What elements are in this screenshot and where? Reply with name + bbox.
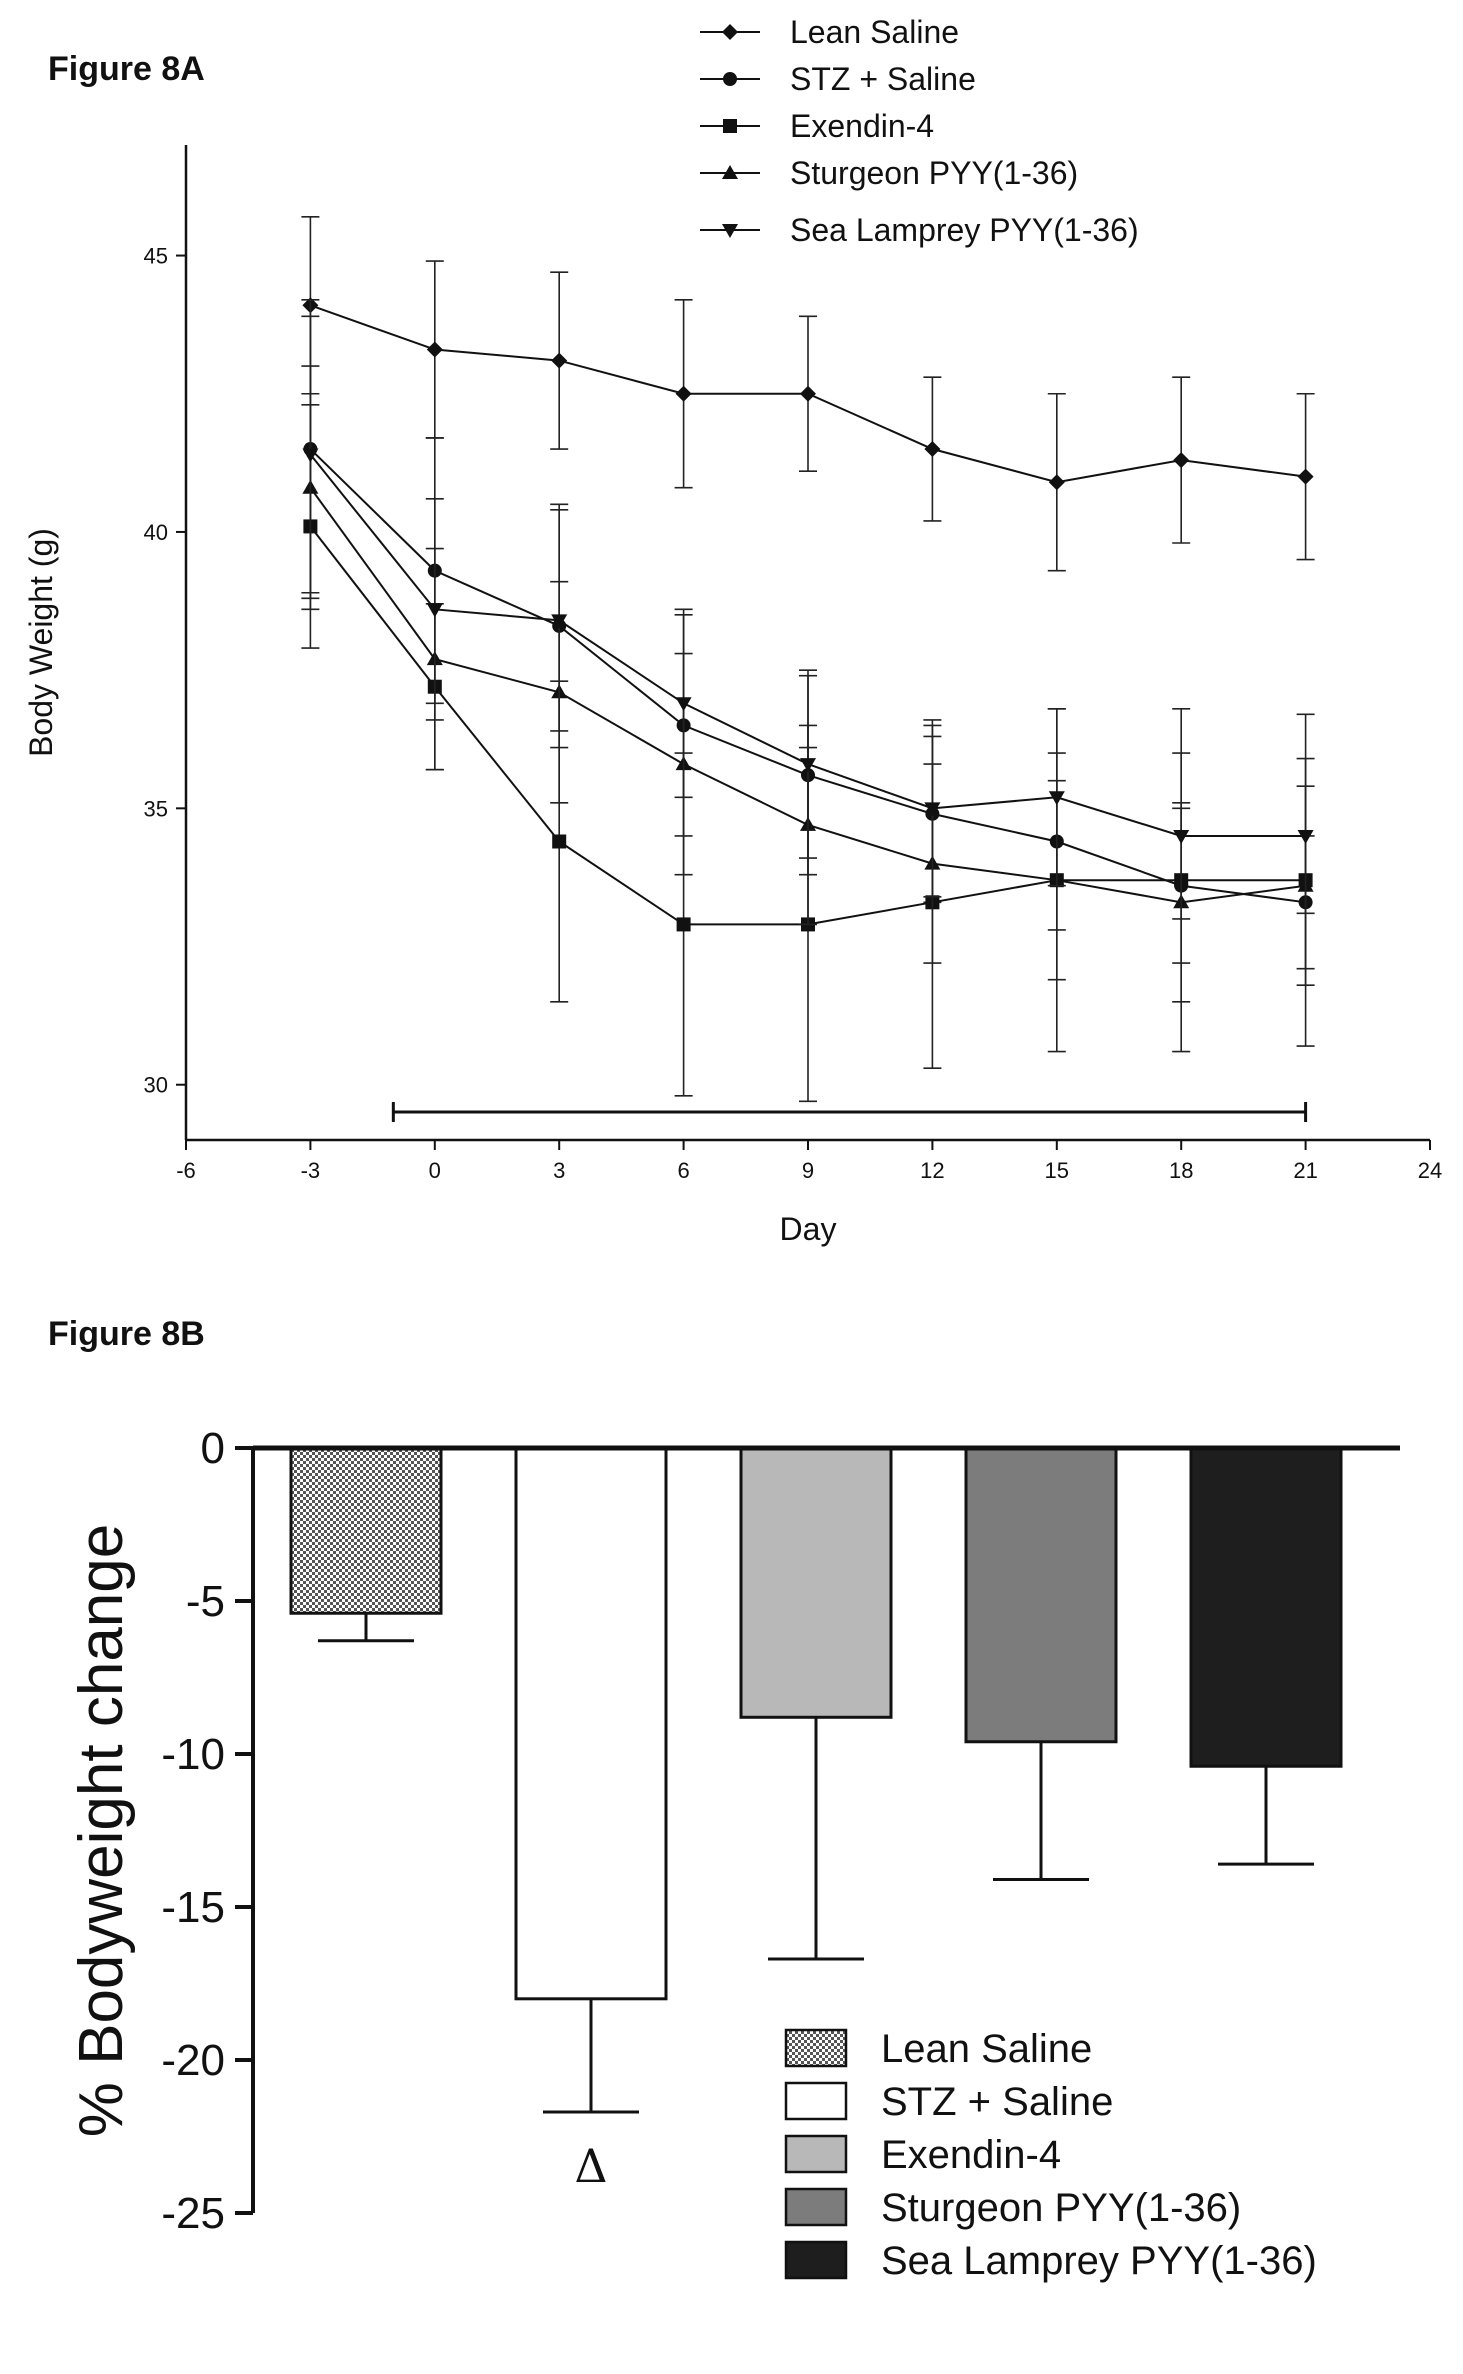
legend-entry-stz-saline: STZ + Saline xyxy=(784,2080,1113,2124)
legend-label-lean-saline: Lean Saline xyxy=(881,2027,1092,2071)
legend-label-stz-saline: STZ + Saline xyxy=(790,61,976,97)
data-point-sea-lamprey-pyy-1-36 xyxy=(1048,791,1065,806)
figure-8b-label: Figure 8B xyxy=(48,1315,205,1353)
x-tick-label: 18 xyxy=(1169,1158,1193,1183)
y-tick-label: 45 xyxy=(144,244,168,269)
data-point-sea-lamprey-pyy-1-36 xyxy=(800,758,816,773)
y-tick-label: 30 xyxy=(144,1073,168,1098)
legend-marker-exendin-4 xyxy=(723,119,737,133)
bar-stz-saline xyxy=(514,1446,668,2001)
line-chart-body-weight: -6 -3 0 3 6 9 12 15 18 21 24 30 35 40 45 Day Body Weight… xyxy=(23,14,1442,1247)
data-point-sea-lamprey-pyy-1-36 xyxy=(302,448,319,463)
legend-entry-sturgeon-pyy-1-36: Sturgeon PYY(1-36) xyxy=(700,155,1078,191)
data-point-lean-saline xyxy=(1297,468,1314,485)
y-tick-label: 35 xyxy=(144,796,168,821)
x-tick-label: 6 xyxy=(677,1158,689,1183)
legend-entry-sea-lamprey-pyy-1-36: Sea Lamprey PYY(1-36) xyxy=(784,2239,1317,2283)
data-point-lean-saline xyxy=(924,441,941,458)
legend-label-sturgeon-pyy-1-36: Sturgeon PYY(1-36) xyxy=(790,155,1078,191)
y-tick-label: -20 xyxy=(161,2036,225,2085)
data-point-lean-saline xyxy=(1048,474,1065,491)
legend-marker-sturgeon-pyy-1-36 xyxy=(722,165,738,179)
legend-swatch-stz-saline xyxy=(784,2081,848,2121)
series-sea-lamprey-pyy-1-36 xyxy=(301,315,1315,920)
significance-marker: Δ xyxy=(574,2139,607,2193)
y-tick-label: -15 xyxy=(161,1883,225,1932)
x-tick-label: -3 xyxy=(301,1158,321,1183)
data-point-sea-lamprey-pyy-1-36 xyxy=(426,603,443,618)
legend-entry-stz-saline: STZ + Saline xyxy=(700,61,976,97)
data-point-sea-lamprey-pyy-1-36 xyxy=(924,802,941,817)
data-point-lean-saline xyxy=(675,385,692,402)
legend-label-sea-lamprey-pyy-1-36: Sea Lamprey PYY(1-36) xyxy=(790,212,1139,248)
figure-8a-label: Figure 8A xyxy=(48,50,205,88)
x-tick-label: 9 xyxy=(802,1158,814,1183)
legend-entry-lean-saline: Lean Saline xyxy=(700,14,959,50)
legend-entry-sturgeon-pyy-1-36: Sturgeon PYY(1-36) xyxy=(784,2186,1241,2230)
data-point-sea-lamprey-pyy-1-36 xyxy=(675,697,692,712)
legend-marker-sea-lamprey-pyy-1-36 xyxy=(722,224,738,238)
data-point-lean-saline xyxy=(551,352,568,369)
legend-label-exendin-4: Exendin-4 xyxy=(790,108,934,144)
data-point-exendin-4 xyxy=(676,917,691,932)
series-lean-saline xyxy=(301,216,1315,572)
bar-sturgeon-pyy-1-36 xyxy=(964,1446,1118,1744)
legend-swatch-sea-lamprey-pyy-1-36 xyxy=(784,2240,848,2280)
data-point-lean-saline xyxy=(800,385,816,402)
y-tick-label: -10 xyxy=(161,1730,225,1779)
legend-entry-exendin-4: Exendin-4 xyxy=(700,108,934,144)
x-tick-label: 3 xyxy=(553,1158,565,1183)
bar-sea-lamprey-pyy-1-36 xyxy=(1189,1446,1343,1768)
y-tick-label: 40 xyxy=(144,520,168,545)
y-axis-title: Body Weight (g) xyxy=(23,528,59,757)
x-tick-label: 21 xyxy=(1293,1158,1317,1183)
x-tick-label: -6 xyxy=(176,1158,196,1183)
legend-swatch-lean-saline xyxy=(784,2028,848,2068)
legend-marker-lean-saline xyxy=(722,24,738,40)
legend-swatch-sturgeon-pyy-1-36 xyxy=(784,2187,848,2227)
y-axis-title: % Bodyweight change xyxy=(67,1524,136,2138)
legend-swatch-exendin-4 xyxy=(784,2134,848,2174)
legend-label-lean-saline: Lean Saline xyxy=(790,14,959,50)
y-tick-label: -25 xyxy=(161,2189,225,2238)
legend-label-exendin-4: Exendin-4 xyxy=(881,2133,1061,2177)
legend-entry-exendin-4: Exendin-4 xyxy=(784,2133,1061,2177)
legend-label-sturgeon-pyy-1-36: Sturgeon PYY(1-36) xyxy=(881,2186,1241,2230)
y-tick-label: 0 xyxy=(201,1424,225,1473)
x-tick-label: 0 xyxy=(429,1158,441,1183)
data-point-sea-lamprey-pyy-1-36 xyxy=(1173,829,1190,844)
legend-label-stz-saline: STZ + Saline xyxy=(881,2080,1113,2124)
legend-label-sea-lamprey-pyy-1-36: Sea Lamprey PYY(1-36) xyxy=(881,2239,1317,2283)
x-axis-title: Day xyxy=(780,1211,837,1247)
bar-chart-bodyweight-change: 0 -5 -10 -15 -20 -25 % Bodyweight change Δ Lean … xyxy=(67,1424,1400,2283)
legend-entry-sea-lamprey-pyy-1-36: Sea Lamprey PYY(1-36) xyxy=(700,212,1139,248)
bar-exendin-4 xyxy=(739,1446,893,1719)
data-point-sea-lamprey-pyy-1-36 xyxy=(1297,829,1314,844)
x-tick-label: 24 xyxy=(1418,1158,1442,1183)
data-point-lean-saline xyxy=(1173,452,1190,469)
x-tick-label: 15 xyxy=(1045,1158,1069,1183)
y-tick-label: -5 xyxy=(186,1577,225,1626)
legend-entry-lean-saline: Lean Saline xyxy=(784,2027,1092,2071)
legend-marker-stz-saline xyxy=(723,72,737,86)
bar-lean-saline xyxy=(289,1446,443,1615)
data-point-lean-saline xyxy=(426,341,443,358)
data-point-exendin-4 xyxy=(552,834,567,849)
data-point-sea-lamprey-pyy-1-36 xyxy=(551,614,568,629)
x-tick-label: 12 xyxy=(920,1158,944,1183)
